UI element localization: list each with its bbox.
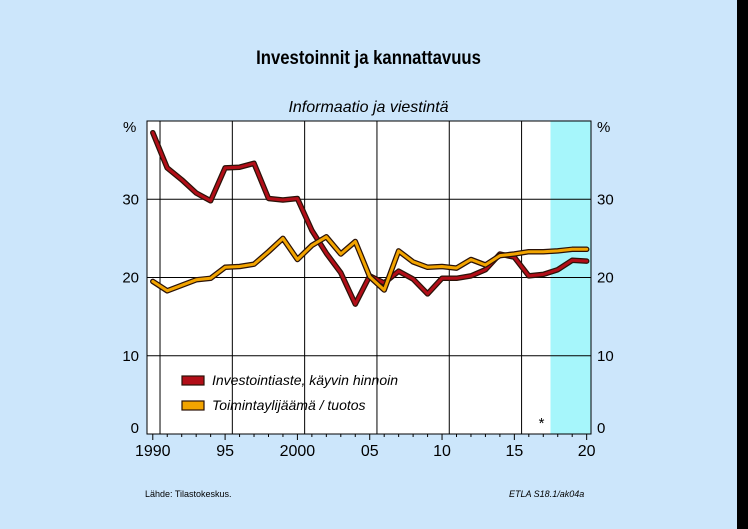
y-unit-left: % [123,119,137,136]
y-unit-right: % [597,119,611,136]
x-tick-label: 95 [216,443,234,460]
legend-label: Investointiaste, käyvin hinnoin [212,372,398,388]
forecast-marker: * [539,415,545,432]
series-line [151,235,589,293]
chart-subtitle: Informaatio ja viestintä [288,99,449,116]
x-tick-label: 15 [505,443,523,460]
legend-swatch [181,375,205,386]
legend-swatch [181,400,205,411]
chart-code: ETLA S18.1/ak04a [509,489,585,499]
y-tick-label-right: 10 [597,348,614,365]
x-tick-label: 20 [578,443,596,460]
legend-label: Toimintaylijäämä / tuotos [212,397,366,413]
x-tick-label: 1990 [135,443,171,460]
y-tick-label-left: 30 [122,191,139,208]
source-note: Lähde: Tilastokeskus. [145,489,232,499]
x-tick-label: 05 [361,443,379,460]
y-tick-label-right: 0 [597,420,605,437]
y-tick-label-left: 10 [122,348,139,365]
x-tick-label: 2000 [280,443,316,460]
plot-frame [146,120,592,435]
y-tick-label-left: 20 [122,270,139,287]
y-tick-label-left: 0 [131,420,139,437]
y-tick-label-right: 30 [597,191,614,208]
chart-title: Investoinnit ja kannattavuus [256,48,481,69]
x-tick-label: 10 [433,443,451,460]
y-tick-label-right: 20 [597,270,614,287]
